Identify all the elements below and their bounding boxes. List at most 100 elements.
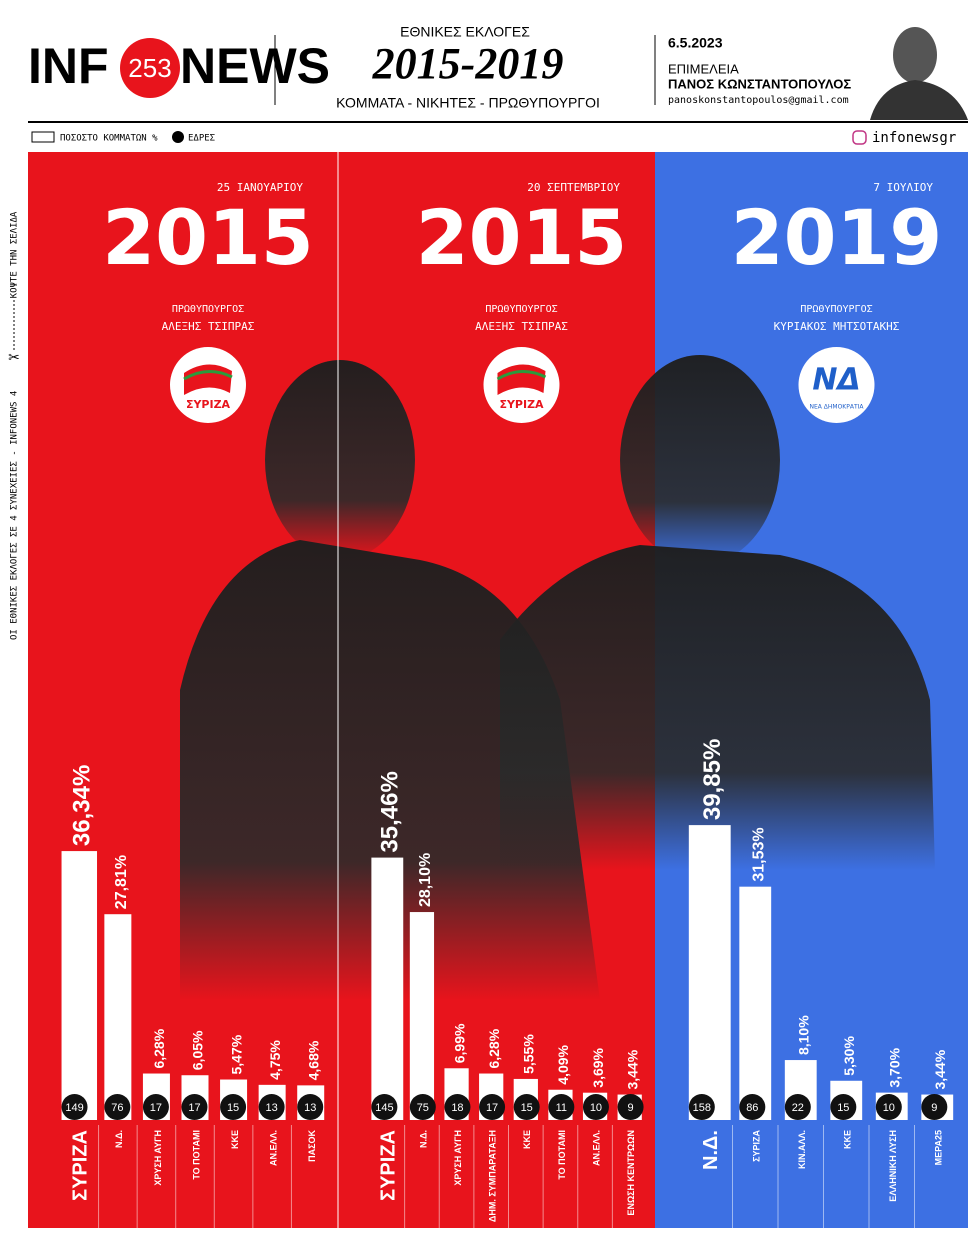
election-date: 7 ΙΟΥΛΙΟΥ bbox=[873, 181, 933, 194]
election-year: 2015 bbox=[416, 193, 628, 282]
seat-marker bbox=[444, 1094, 471, 1120]
seat-marker bbox=[513, 1094, 540, 1120]
author: ΠΑΝΟΣ ΚΩΝΣΤΑΝΤΟΠΟΥΛΟΣ bbox=[668, 76, 851, 91]
subtitle: ΚΟΜΜΑΤΑ - ΝΙΚΗΤΕΣ - ΠΡΩΘΥΠΟΥΡΓΟΙ bbox=[336, 95, 600, 111]
pm-name: ΑΛΕΞΗΣ ΤΣΙΠΡΑΣ bbox=[475, 320, 568, 333]
email: panoskonstantopoulos@gmail.com bbox=[668, 95, 849, 106]
seat-label: 10 bbox=[590, 1102, 602, 1114]
election-year: 2015 bbox=[102, 193, 314, 282]
party-logo-text: ΝΔ bbox=[812, 363, 860, 398]
photo-body bbox=[500, 545, 935, 870]
seat-label: 10 bbox=[883, 1102, 895, 1114]
category-label: ΜΕΡΑ25 bbox=[934, 1130, 944, 1165]
seat-label: 18 bbox=[451, 1102, 463, 1114]
value-label: 3,69% bbox=[590, 1047, 606, 1087]
logo-left: INF bbox=[28, 38, 109, 94]
seat-marker bbox=[104, 1094, 131, 1120]
value-label: 4,68% bbox=[305, 1040, 321, 1080]
value-label: 6,28% bbox=[486, 1028, 502, 1068]
seat-label: 13 bbox=[266, 1102, 278, 1114]
seat-marker bbox=[297, 1094, 324, 1120]
logo-right: NEWS bbox=[180, 38, 330, 94]
value-label: 27,81% bbox=[113, 855, 130, 909]
category-label: ΤΟ ΠΟΤΑΜΙ bbox=[557, 1130, 567, 1180]
party-logo-text: ΣΥΡΙΖΑ bbox=[499, 398, 544, 411]
election-year: 2019 bbox=[731, 193, 943, 282]
party-logo-sub: ΝΕΑ ΔΗΜΟΚΡΑΤΙΑ bbox=[809, 404, 864, 411]
seat-label: 15 bbox=[837, 1102, 849, 1114]
bar bbox=[688, 825, 731, 1120]
category-label: ΣΥΡΙΖΑ bbox=[70, 1130, 92, 1201]
seat-marker bbox=[142, 1094, 169, 1120]
seat-marker bbox=[548, 1094, 575, 1120]
seat-label: 145 bbox=[375, 1102, 393, 1114]
value-label: 5,30% bbox=[841, 1036, 857, 1076]
category-label: Ν.Δ. bbox=[700, 1130, 722, 1170]
party-logo-text: ΣΥΡΙΖΑ bbox=[186, 398, 231, 411]
seat-marker bbox=[181, 1094, 208, 1120]
category-label: ΑΝ.ΕΛΛ. bbox=[269, 1130, 279, 1166]
category-label: Ν.Δ. bbox=[418, 1130, 428, 1148]
seat-marker bbox=[830, 1094, 857, 1120]
bar bbox=[61, 851, 98, 1120]
title: 2015-2019 bbox=[372, 39, 564, 88]
seat-label: 9 bbox=[931, 1102, 937, 1114]
value-label: 31,53% bbox=[750, 827, 767, 881]
party-logo-stripe bbox=[183, 370, 233, 381]
seat-marker bbox=[479, 1094, 506, 1120]
category-label: ΤΟ ΠΟΤΑΜΙ bbox=[191, 1130, 201, 1180]
legend-bars: ΠΟΣΟΣΤΟ ΚΟΜΜΑΤΩΝ % bbox=[60, 134, 158, 144]
category-label: ΚΙΝ.ΑΛΛ. bbox=[797, 1130, 807, 1169]
value-label: 28,10% bbox=[417, 853, 434, 907]
legend-seat-swatch bbox=[172, 131, 184, 143]
value-label: 4,75% bbox=[267, 1040, 283, 1080]
value-label: 8,10% bbox=[795, 1015, 811, 1055]
value-label: 35,46% bbox=[377, 771, 404, 852]
photo bbox=[180, 355, 935, 1000]
election-date: 25 ΙΑΝΟΥΑΡΙΟΥ bbox=[217, 181, 303, 194]
category-label: ΧΡΥΣΗ ΑΥΓΗ bbox=[153, 1130, 163, 1186]
seat-marker bbox=[582, 1094, 609, 1120]
category-label: ΣΥΡΙΖΑ bbox=[752, 1130, 762, 1162]
bar bbox=[739, 886, 772, 1120]
category-label: ΠΑΣΟΚ bbox=[307, 1130, 317, 1162]
seat-label: 17 bbox=[150, 1102, 162, 1114]
seat-label: 17 bbox=[188, 1102, 200, 1114]
value-label: 5,55% bbox=[521, 1034, 537, 1074]
photo-head bbox=[265, 360, 415, 560]
value-label: 6,99% bbox=[451, 1023, 467, 1063]
photo-body bbox=[180, 540, 600, 1000]
value-label: 3,44% bbox=[932, 1049, 948, 1089]
seat-label: 17 bbox=[486, 1102, 498, 1114]
pm-name: ΚΥΡΙΑΚΟΣ ΜΗΤΣΟΤΑΚΗΣ bbox=[774, 320, 900, 333]
seat-label: 11 bbox=[556, 1102, 567, 1114]
value-label: 5,47% bbox=[228, 1034, 244, 1074]
social-handle: infonewsgr bbox=[872, 130, 956, 146]
seat-marker bbox=[409, 1094, 436, 1120]
value-label: 6,05% bbox=[190, 1030, 206, 1070]
photo-head bbox=[620, 355, 780, 565]
instagram-icon bbox=[852, 130, 867, 145]
seat-marker bbox=[921, 1094, 948, 1120]
category-label: ΕΛΛΗΝΙΚΗ ΛΥΣΗ bbox=[888, 1130, 898, 1202]
date: 6.5.2023 bbox=[668, 35, 723, 51]
kicker: ΕΘΝΙΚΕΣ ΕΚΛΟΓΕΣ bbox=[400, 24, 530, 40]
seat-marker bbox=[875, 1094, 902, 1120]
seat-marker bbox=[371, 1094, 398, 1120]
seat-label: 76 bbox=[111, 1102, 123, 1114]
bar bbox=[104, 914, 132, 1120]
pm-role: ΠΡΩΘΥΠΟΥΡΓΟΣ bbox=[800, 304, 872, 315]
seat-label: 22 bbox=[792, 1102, 804, 1114]
seat-marker bbox=[258, 1094, 285, 1120]
category-label: ΑΝ.ΕΛΛ. bbox=[591, 1130, 601, 1166]
category-label: ΧΡΥΣΗ ΑΥΓΗ bbox=[453, 1130, 463, 1186]
value-label: 3,44% bbox=[624, 1049, 640, 1089]
category-label: ΚΚΕ bbox=[230, 1130, 240, 1149]
seat-marker bbox=[739, 1094, 766, 1120]
category-label: ΚΚΕ bbox=[843, 1130, 853, 1149]
party-logo bbox=[798, 347, 875, 423]
